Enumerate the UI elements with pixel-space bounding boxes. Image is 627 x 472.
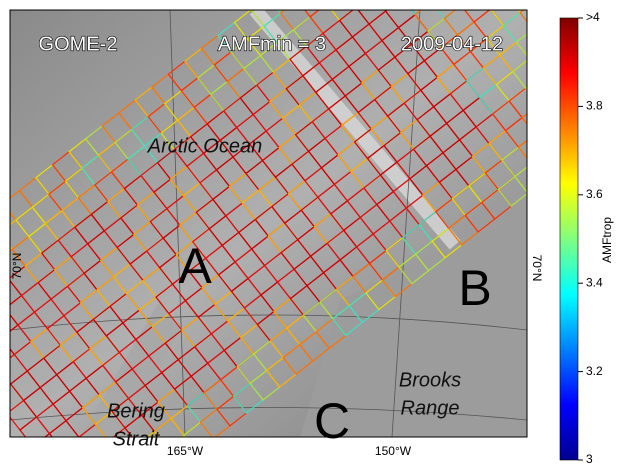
label-b: B [458, 260, 491, 316]
lon-label: 165°W [167, 444, 204, 458]
footprint [33, 434, 62, 463]
date: 2009-04-12 [401, 33, 503, 55]
map [0, 0, 588, 467]
footprint [0, 367, 11, 396]
colorbar-tick-label: 3.2 [586, 364, 603, 378]
page: GOME-2 AMFmin = 3 2009-04-12 Arctic Ocea… [0, 0, 627, 467]
lat-label: 70°N [10, 253, 24, 280]
footprint [62, 437, 91, 466]
footprint [526, 75, 555, 104]
footprint [314, 0, 343, 4]
strait-label: Strait [113, 428, 161, 450]
label-c: C [314, 393, 350, 449]
label-a: A [178, 238, 212, 294]
colorbar-tick-label: 3.8 [586, 99, 603, 113]
footprint [529, 46, 558, 75]
colorbar [560, 18, 578, 460]
colorbar-tick-label: 3.6 [586, 187, 603, 201]
strait-label: Bering [107, 400, 165, 422]
footprint [448, 0, 477, 5]
instrument: GOME-2 [39, 33, 118, 55]
setting: AMFmin = 3 [218, 33, 326, 55]
range-label: Range [401, 397, 460, 419]
colorbar-label: AMFtrop [600, 217, 614, 263]
colorbar-tick-label: >4 [586, 10, 600, 24]
ocean-label: Arctic Ocean [147, 135, 262, 157]
range-label: Brooks [399, 369, 461, 391]
colorbar-tick-label: 3 [586, 452, 593, 466]
colorbar-tick-label: 3.4 [586, 275, 603, 289]
footprint [478, 0, 507, 9]
footprint [373, 0, 402, 11]
footprint [531, 151, 560, 180]
footprint [533, 16, 562, 45]
lat-label: 70°N [530, 255, 544, 282]
lon-label: 150°W [375, 444, 412, 458]
footprint [419, 0, 448, 2]
footprint [343, 0, 372, 7]
